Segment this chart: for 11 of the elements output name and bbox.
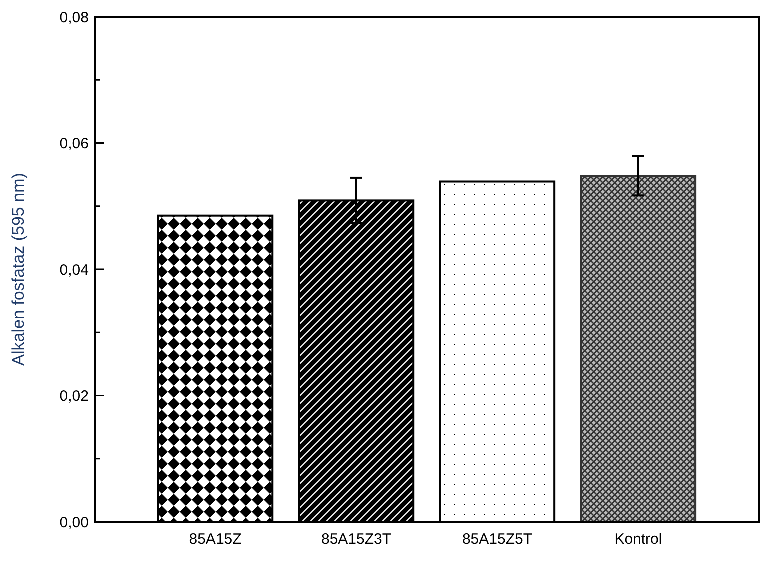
x-tick-label: Kontrol [614, 531, 662, 548]
bar [580, 175, 697, 523]
x-tick-label: 85A15Z [189, 531, 242, 548]
y-axis-title: Alkalen fosfataz (595 nm) [9, 173, 28, 366]
y-tick-label: 0,02 [60, 388, 89, 405]
x-tick-label: 85A15Z5T [462, 531, 533, 548]
x-tick-label: 85A15Z3T [321, 531, 392, 548]
y-tick-label: 0,04 [60, 262, 89, 279]
y-tick-label: 0,08 [60, 9, 89, 26]
y-tick-label: 0,06 [60, 136, 89, 152]
y-tick-label: 0,00 [60, 514, 89, 532]
